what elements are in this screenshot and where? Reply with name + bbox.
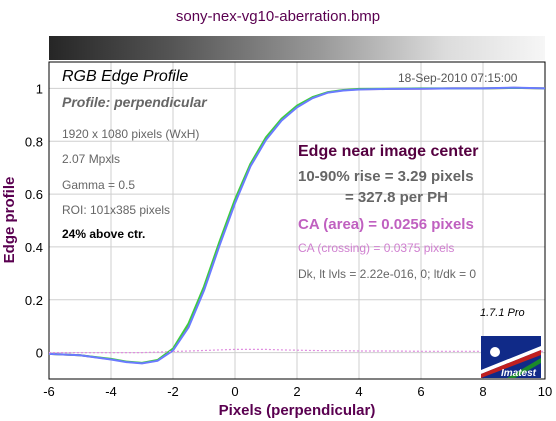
info-size: 1920 x 1080 pixels (WxH) (62, 127, 200, 141)
edge-heading: Edge near image center (298, 143, 479, 160)
info-roi: ROI: 101x385 pixels (62, 203, 171, 217)
ca-crossing: CA (crossing) = 0.0375 pixels (298, 241, 455, 255)
x-tick-label: 4 (355, 384, 362, 399)
plot-frame (48, 61, 546, 380)
x-tick-label: 0 (231, 384, 238, 399)
version-label: 1.7.1 Pro (480, 307, 525, 319)
series-line-b (48, 86, 546, 365)
y-tick-label: 0.4 (25, 240, 43, 255)
dk-line: Dk, lt lvls = 2.22e-016, 0; lt/dk = 0 (298, 267, 477, 281)
info-mpxls: 2.07 Mpxls (62, 152, 121, 166)
axis-ticks: -6 -4 -2 0 2 4 6 8 10 0 0.2 0.4 0.6 0.8 1 (25, 81, 552, 399)
edge-gradient-strip (49, 36, 545, 60)
x-tick-label: -2 (167, 384, 179, 399)
x-tick-label: -6 (43, 384, 55, 399)
rise-line-1: 10-90% rise = 3.29 pixels (298, 168, 474, 185)
imatest-logo: Imatest (481, 336, 541, 379)
y-tick-label: 1 (36, 81, 43, 96)
y-tick-label: 0.6 (25, 187, 43, 202)
panel-subheading: Profile: perpendicular (62, 94, 207, 110)
rise-line-2: = 327.8 per PH (345, 189, 448, 206)
timestamp: 18-Sep-2010 07:15:00 (398, 71, 518, 85)
info-gamma: Gamma = 0.5 (62, 178, 136, 192)
x-tick-label: 10 (538, 384, 552, 399)
x-axis-label: Pixels (perpendicular) (219, 402, 376, 419)
series-lines (48, 86, 546, 365)
y-tick-label: 0 (36, 346, 43, 361)
panel-heading: RGB Edge Profile (62, 68, 189, 85)
x-tick-label: 2 (293, 384, 300, 399)
x-tick-label: -4 (105, 384, 117, 399)
x-tick-label: 6 (417, 384, 424, 399)
logo-text: Imatest (501, 368, 537, 378)
x-tick-label: 8 (479, 384, 486, 399)
y-tick-label: 0.2 (25, 293, 43, 308)
y-tick-label: 0.8 (25, 134, 43, 149)
series-line-ca (49, 348, 545, 354)
ca-area: CA (area) = 0.0256 pixels (298, 216, 474, 233)
chart-title: sony-nex-vg10-aberration.bmp (175, 8, 381, 25)
y-axis-label: Edge profile (1, 177, 18, 264)
position-note: 24% above ctr. (62, 227, 146, 241)
